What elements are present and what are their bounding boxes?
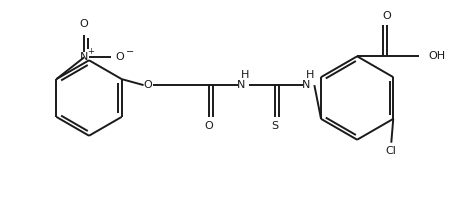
Text: S: S [271, 121, 278, 131]
Text: H: H [306, 70, 314, 80]
Text: O: O [80, 19, 89, 29]
Text: OH: OH [429, 51, 446, 61]
Text: H: H [241, 70, 249, 80]
Text: N: N [80, 52, 88, 62]
Text: O: O [383, 10, 391, 21]
Text: O: O [205, 121, 213, 131]
Text: Cl: Cl [386, 146, 396, 156]
Text: N: N [302, 80, 311, 90]
Text: O: O [116, 52, 124, 62]
Text: −: − [126, 47, 134, 57]
Text: O: O [143, 80, 152, 90]
Text: N: N [236, 80, 245, 90]
Text: +: + [87, 47, 93, 56]
